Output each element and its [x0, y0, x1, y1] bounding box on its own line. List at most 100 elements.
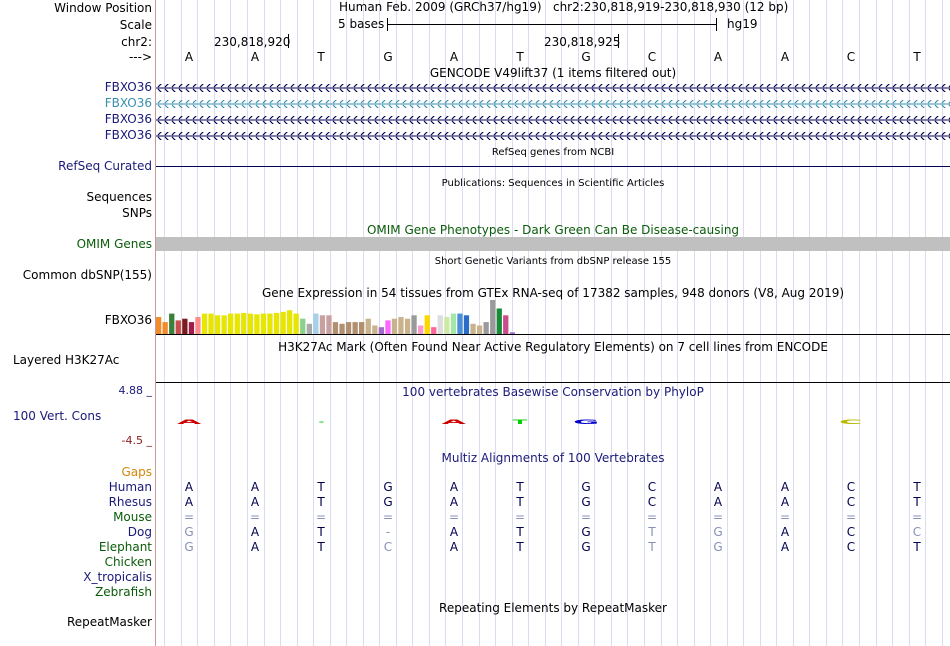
species-label-mouse[interactable]: Mouse	[113, 510, 152, 524]
gtex-tissue-bar[interactable]	[280, 311, 286, 334]
gtex-tissue-bar[interactable]	[247, 313, 253, 334]
gencode-item-label-4[interactable]: FBXO36	[104, 128, 152, 142]
gtex-tissue-bar[interactable]	[457, 313, 463, 334]
gtex-tissue-bar[interactable]	[156, 317, 162, 334]
gtex-tissue-bar[interactable]	[195, 317, 201, 334]
gtex-tissue-bar[interactable]	[470, 323, 476, 334]
gtex-tissue-bar[interactable]	[313, 313, 319, 334]
gtex-tissue-bar[interactable]	[345, 322, 352, 334]
gencode-track-title[interactable]: GENCODE V49lift37 (1 items filtered out)	[429, 66, 677, 80]
gtex-tissue-bar[interactable]	[450, 313, 457, 334]
gtex-tissue-bar[interactable]	[221, 315, 227, 334]
species-label-elephant[interactable]: Elephant	[98, 540, 152, 554]
omim-phenotype-bar[interactable]	[156, 237, 950, 251]
gtex-tissue-bar[interactable]	[476, 325, 483, 335]
h3k27ac-track-title[interactable]: H3K27Ac Mark (Often Found Near Active Re…	[278, 340, 828, 354]
gtex-tissue-bar[interactable]	[241, 312, 247, 334]
species-label-chicken[interactable]: Chicken	[104, 555, 152, 569]
gtex-tissue-bar[interactable]	[169, 313, 175, 334]
gtex-tissue-bar[interactable]	[293, 313, 299, 334]
species-label-xtropicalis[interactable]: X_tropicalis	[83, 570, 152, 584]
gencode-transcript-3[interactable]	[156, 116, 950, 124]
omim-track-label[interactable]: OMIM Genes	[76, 237, 152, 251]
gtex-tissue-bar[interactable]	[273, 312, 280, 334]
gtex-tissue-bar[interactable]	[260, 313, 267, 334]
repeatmasker-track-label[interactable]: RepeatMasker	[66, 615, 152, 629]
gencode-gene-models[interactable]	[156, 80, 950, 144]
repeatmasker-track-title[interactable]: Repeating Elements by RepeatMasker	[439, 601, 667, 615]
gtex-tissue-bar[interactable]	[398, 317, 404, 334]
species-label-zebrafish[interactable]: Zebrafish	[95, 585, 152, 599]
gtex-tissue-bar[interactable]	[306, 323, 312, 334]
species-label-human[interactable]: Human	[108, 480, 152, 494]
gtex-tissue-bar[interactable]	[214, 315, 221, 334]
gtex-tissue-bar[interactable]	[326, 315, 332, 334]
gencode-transcript-2[interactable]	[156, 100, 950, 108]
gtex-tissue-bar[interactable]	[319, 315, 326, 334]
gtex-tissue-bar[interactable]	[267, 313, 273, 334]
gtex-tissue-bar[interactable]	[385, 320, 391, 334]
refseq-track-title[interactable]: RefSeq genes from NCBI	[491, 147, 615, 158]
gtex-tissue-bar[interactable]	[201, 313, 208, 334]
gtex-tissue-bar[interactable]	[359, 322, 365, 334]
gencode-transcript-4[interactable]	[156, 132, 950, 140]
gtex-tissue-bar[interactable]	[463, 315, 470, 334]
multiz-track-title[interactable]: Multiz Alignments of 100 Vertebrates	[441, 451, 665, 465]
phylop-logo-letter[interactable]: A	[177, 419, 202, 426]
h3k27ac-track-label[interactable]: Layered H3K27Ac	[13, 353, 120, 367]
gtex-tissue-bar[interactable]	[509, 332, 515, 334]
dbsnp-track-title[interactable]: Short Genetic Variants from dbSNP releas…	[434, 256, 672, 267]
gencode-item-label-3[interactable]: FBXO36	[104, 112, 152, 126]
phylop-track-label[interactable]: 100 Vert. Cons	[13, 409, 102, 423]
gtex-tissue-bar[interactable]	[175, 320, 181, 334]
phylop-logo-letter[interactable]: A	[441, 419, 466, 426]
gtex-expression-bars[interactable]	[156, 299, 950, 335]
gtex-tissue-bar[interactable]	[208, 313, 214, 334]
omim-track-title[interactable]: OMIM Gene Phenotypes - Dark Green Can Be…	[366, 223, 740, 237]
gtex-tissue-bar[interactable]	[372, 325, 378, 335]
gtex-tissue-bar[interactable]	[365, 318, 371, 334]
gtex-tissue-bar[interactable]	[287, 310, 293, 334]
gtex-tissue-bar[interactable]	[483, 322, 489, 334]
gtex-tissue-bar[interactable]	[411, 315, 417, 334]
gtex-tissue-bar[interactable]	[339, 323, 345, 334]
gtex-tissue-bar[interactable]	[431, 327, 437, 334]
gtex-tissue-bar[interactable]	[391, 318, 398, 334]
refseq-track-label[interactable]: RefSeq Curated	[58, 159, 152, 173]
gtex-track-title[interactable]: Gene Expression in 54 tissues from GTEx …	[261, 286, 845, 300]
gtex-tissue-bar[interactable]	[503, 315, 509, 334]
gtex-tissue-bar[interactable]	[418, 325, 424, 335]
gtex-tissue-bar[interactable]	[424, 315, 430, 334]
gencode-item-label-2[interactable]: FBXO36	[104, 96, 152, 110]
gtex-tissue-bar[interactable]	[490, 300, 496, 334]
sequences-track-label[interactable]: Sequences	[86, 190, 152, 204]
gtex-track-label[interactable]: FBXO36	[104, 313, 152, 327]
gtex-tissue-bar[interactable]	[437, 315, 443, 334]
genome-browser-image[interactable]: Human Feb. 2009 (GRCh37/hg19) chr2:230,8…	[156, 0, 950, 646]
gtex-tissue-bar[interactable]	[182, 318, 188, 334]
gtex-tissue-bar[interactable]	[300, 318, 306, 334]
gtex-tissue-bar[interactable]	[378, 327, 384, 334]
gaps-label[interactable]: Gaps	[121, 465, 152, 479]
gtex-tissue-bar[interactable]	[444, 317, 450, 334]
refseq-gene-line[interactable]	[156, 166, 950, 167]
phylop-logo-letter[interactable]: C	[839, 419, 862, 426]
gencode-transcript-1[interactable]	[156, 84, 950, 92]
gtex-tissue-bar[interactable]	[332, 322, 339, 334]
gencode-item-label-1[interactable]: FBXO36	[104, 80, 152, 94]
phylop-logo-letter[interactable]: -	[318, 418, 324, 425]
gtex-tissue-bar[interactable]	[404, 318, 411, 334]
gtex-tissue-bar[interactable]	[162, 322, 168, 334]
gtex-tissue-bar[interactable]	[352, 322, 358, 334]
gtex-tissue-bar[interactable]	[254, 314, 260, 334]
gtex-tissue-bar[interactable]	[228, 313, 234, 334]
dbsnp-track-label[interactable]: Common dbSNP(155)	[22, 268, 152, 282]
phylop-track-title[interactable]: 100 vertebrates Basewise Conservation by…	[402, 385, 704, 399]
species-label-dog[interactable]: Dog	[127, 525, 152, 539]
gtex-tissue-bar[interactable]	[188, 322, 195, 334]
gtex-tissue-bar[interactable]	[496, 308, 502, 335]
phylop-logo-letter[interactable]: T	[513, 418, 528, 425]
phylop-logo-letter[interactable]: G	[573, 419, 599, 426]
gtex-tissue-bar[interactable]	[234, 313, 240, 334]
